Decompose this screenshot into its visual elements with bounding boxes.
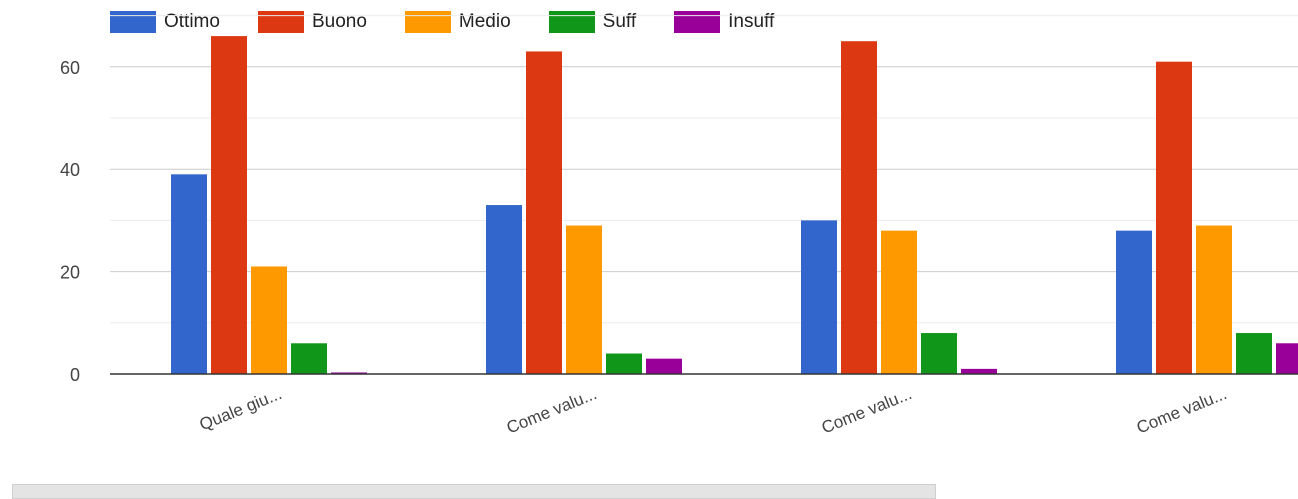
bar-medio-3[interactable] xyxy=(1196,225,1232,374)
bar-ottimo-3[interactable] xyxy=(1116,230,1152,374)
x-category-label: Come valu... xyxy=(1134,384,1230,437)
y-tick-label: 40 xyxy=(60,160,80,180)
legend-swatch xyxy=(257,11,304,33)
bar-ottimo-1[interactable] xyxy=(486,205,522,374)
x-category-label: Come valu... xyxy=(819,384,915,437)
legend-label: Buono xyxy=(311,11,367,32)
bar-medio-2[interactable] xyxy=(881,230,917,374)
bar-buono-1[interactable] xyxy=(526,51,562,374)
bar-buono-2[interactable] xyxy=(841,41,877,374)
legend-swatch xyxy=(110,11,156,33)
x-axis-categories: Quale giu... Come valu... Come valu... Come… xyxy=(197,384,1230,437)
chart-legend: Ottimo Buono Medio Suff Insuff xyxy=(110,10,812,34)
bar-insuff-0[interactable] xyxy=(331,372,367,374)
y-axis-ticks: 0 20 40 60 xyxy=(60,58,80,385)
bar-suff-3[interactable] xyxy=(1236,333,1272,374)
legend-item-insuff[interactable]: Insuff xyxy=(674,11,774,33)
bar-medio-1[interactable] xyxy=(566,225,602,374)
gridlines xyxy=(110,15,1298,324)
legend-label: Insuff xyxy=(728,11,775,32)
legend-item-medio[interactable]: Medio xyxy=(404,11,511,33)
bar-ottimo-0[interactable] xyxy=(171,174,207,374)
bar-suff-1[interactable] xyxy=(606,353,642,374)
bar-ottimo-2[interactable] xyxy=(801,220,837,374)
legend-label: Ottimo xyxy=(164,11,220,32)
legend-swatch xyxy=(404,11,451,33)
x-category-label: Quale giu... xyxy=(197,384,285,434)
y-tick-label: 20 xyxy=(60,263,80,283)
legend-swatch xyxy=(548,11,595,33)
legend-item-ottimo[interactable]: Ottimo xyxy=(110,11,220,33)
bar-insuff-3[interactable] xyxy=(1276,343,1298,374)
bars-group xyxy=(171,36,1298,375)
bar-buono-3[interactable] xyxy=(1156,61,1192,375)
legend-label: Medio xyxy=(458,11,511,32)
bar-suff-0[interactable] xyxy=(291,343,327,374)
bar-buono-0[interactable] xyxy=(211,36,247,375)
legend-item-buono[interactable]: Buono xyxy=(257,11,367,33)
y-tick-label: 60 xyxy=(60,58,80,78)
bar-insuff-1[interactable] xyxy=(646,358,682,374)
horizontal-scrollbar[interactable] xyxy=(12,484,936,499)
bar-suff-2[interactable] xyxy=(921,333,957,374)
bar-insuff-2[interactable] xyxy=(961,368,997,374)
bar-medio-0[interactable] xyxy=(251,266,287,374)
y-tick-label: 0 xyxy=(70,365,80,385)
legend-swatch xyxy=(674,11,721,33)
legend-label: Suff xyxy=(602,11,637,32)
x-category-label: Come valu... xyxy=(504,384,600,437)
legend-item-suff[interactable]: Suff xyxy=(548,11,637,33)
